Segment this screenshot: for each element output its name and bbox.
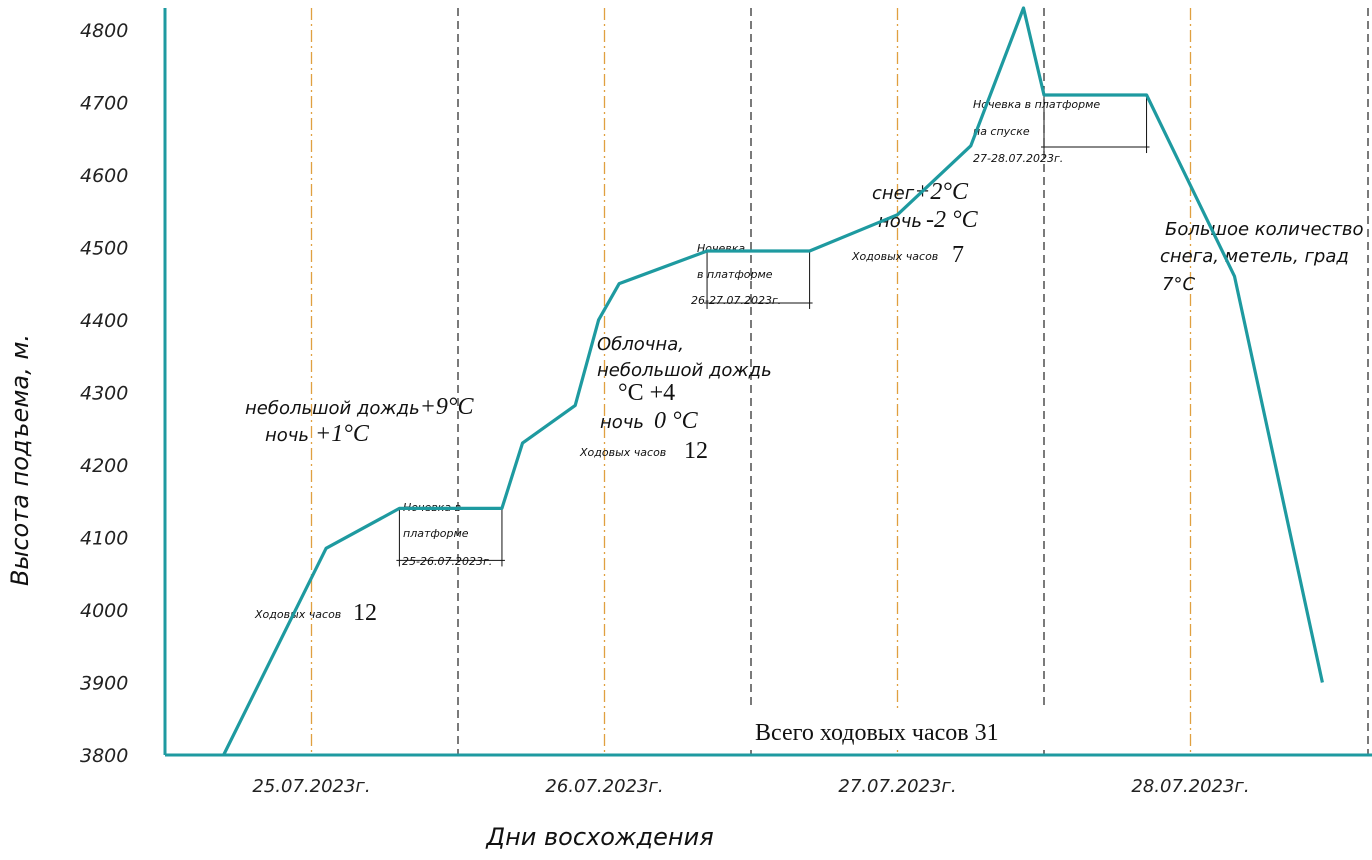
grid-lines [312, 8, 1369, 755]
annotation-day1-line2: ночь +1°C [265, 421, 370, 447]
annotation-day4-line3: 7°C [1162, 274, 1195, 295]
annotation-day2-hours-value: 12 [684, 438, 708, 464]
annotation-day2-weather: Облочна, небольшой дождь °C +4 ночь 0 °C … [579, 334, 772, 464]
altitude-series-line [224, 8, 1323, 755]
annotation-day3-weather: снег+2°C ночь -2 °C Ходовых часов 7 [851, 179, 979, 268]
annotation-day3-hours-label: Ходовых часов [851, 250, 938, 263]
camp-box-2-date: 26-27.07.2023г. [691, 294, 781, 307]
y-tick-label: 3900 [80, 672, 128, 694]
annotation-day4-line2: снега, метель, град [1160, 246, 1349, 267]
camp-box-1: Ночевка в платформе 25-26.07.2023г. [402, 501, 492, 568]
annotation-day4-weather: Большое количество снега, метель, град 7… [1160, 219, 1364, 295]
x-axis-title: Дни восхождения [485, 823, 713, 851]
camp-box-3-date: 27-28.07.2023г. [973, 152, 1063, 165]
camp-box-3-line2: на спуске [973, 125, 1030, 138]
day-label: 26.07.2023г. [545, 776, 663, 797]
annotation-day2-line1: Облочна, [597, 334, 684, 355]
total-hours-label: Всего ходовых часов 31 [755, 720, 999, 746]
y-tick-label: 4300 [80, 382, 128, 404]
y-tick-labels: 4800 4700 4600 4500 4400 4300 4200 4100 4000 3900… [80, 20, 128, 767]
annotation-day3-line2: ночь -2 °C [878, 207, 979, 233]
y-tick-label: 4000 [80, 600, 128, 622]
day-label: 25.07.2023г. [252, 776, 370, 797]
y-tick-label: 4700 [80, 92, 128, 114]
camp-box-3-line1: Ночевка в платформе [973, 98, 1100, 111]
y-tick-label: 4800 [80, 20, 128, 42]
annotation-day2-line3: °C +4 [618, 380, 675, 406]
y-tick-label: 4500 [80, 237, 128, 259]
y-tick-label: 4400 [80, 310, 128, 332]
y-tick-label: 4100 [80, 527, 128, 549]
annotation-day1-hours-value: 12 [353, 600, 377, 626]
y-tick-label: 4200 [80, 455, 128, 477]
annotation-day3-hours-value: 7 [952, 242, 964, 268]
camp-box-1-line2: платформе [403, 527, 469, 540]
camp-box-1-date: 25-26.07.2023г. [402, 555, 492, 568]
annotation-day2-line4: ночь 0 °C [600, 408, 699, 434]
camp-box-3: Ночевка в платформе на спуске 27-28.07.2… [973, 98, 1100, 165]
camp-boxes: Ночевка в платформе 25-26.07.2023г. Ноче… [396, 95, 1149, 568]
y-tick-label: 3800 [80, 745, 128, 767]
annotation-day2-hours-label: Ходовых часов [579, 446, 666, 459]
y-axis-title: Высота подъема, м. [6, 334, 34, 586]
annotation-day1-hours: Ходовых часов 12 [254, 600, 377, 626]
annotation-day2-line2: небольшой дождь [597, 360, 772, 381]
day-label: 27.07.2023г. [838, 776, 956, 797]
day-labels: 25.07.2023г. 26.07.2023г. 27.07.2023г. 28.0… [252, 776, 1249, 797]
day-label: 28.07.2023г. [1131, 776, 1249, 797]
annotation-day1-line1: небольшой дождь+9°C [245, 394, 474, 420]
series-group [224, 8, 1323, 755]
camp-box-2-line2: в платформе [697, 268, 773, 281]
y-tick-label: 4600 [80, 165, 128, 187]
annotation-day1-hours-label: Ходовых часов [254, 608, 341, 621]
annotation-day1-weather: небольшой дождь+9°C ночь +1°C [245, 394, 474, 447]
annotation-day4-line1: Большое количество [1165, 219, 1364, 240]
